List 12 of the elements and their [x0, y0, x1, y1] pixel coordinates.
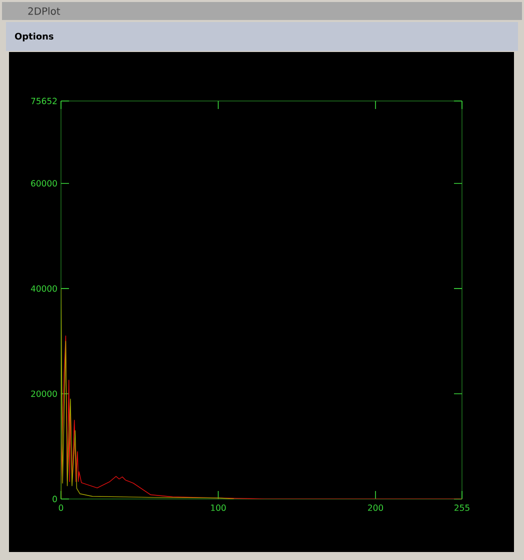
line-series [61, 288, 234, 499]
text: Options [14, 32, 54, 42]
y-tick-label: 0 [52, 496, 57, 502]
x-tick-label: 200 [368, 504, 384, 511]
x-tick-label: 0 [58, 504, 64, 511]
x-tick-label: 100 [211, 504, 226, 511]
y-tick-label: 40000 [30, 285, 57, 292]
y-tick-label: 60000 [31, 180, 57, 187]
y-tick-label: 75652 [31, 98, 57, 104]
x-tick-label: 255 [454, 504, 470, 511]
chart-title: 2DPlot [28, 7, 60, 15]
y-tick-label: 20000 [31, 390, 57, 397]
